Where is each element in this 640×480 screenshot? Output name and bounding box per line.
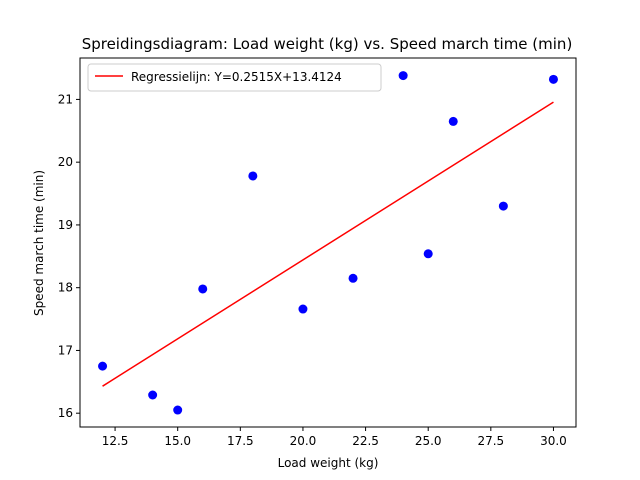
regression-layer (102, 101, 554, 387)
points-layer (98, 71, 558, 415)
chart-title: Spreidingsdiagram: Load weight (kg) vs. … (82, 35, 573, 53)
x-tick-label: 25.0 (415, 434, 442, 448)
x-tick-label: 22.5 (352, 434, 379, 448)
y-tick-label: 16 (58, 406, 73, 420)
legend-box (87, 63, 382, 92)
x-tick-label: 17.5 (227, 434, 254, 448)
plot-frame (79, 57, 577, 428)
data-point (248, 171, 258, 181)
data-point (198, 284, 208, 294)
data-point (173, 405, 183, 415)
data-point (148, 390, 158, 400)
y-axis-label: Speed march time (min) (32, 170, 46, 316)
data-point (398, 71, 408, 81)
y-tick-label: 21 (58, 92, 73, 106)
y-tick-label: 18 (58, 281, 73, 295)
regression-line (102, 101, 554, 387)
data-point (298, 304, 308, 314)
x-axis: 12.5 15.0 17.5 20.0 22.5 25.0 27.5 30.0 (102, 427, 567, 448)
data-point (448, 116, 458, 126)
y-axis: 16 17 18 19 20 21 (58, 92, 80, 420)
data-point (98, 361, 108, 371)
data-point (548, 74, 558, 84)
x-tick-label: 27.5 (477, 434, 504, 448)
data-point (498, 201, 508, 211)
y-tick-label: 17 (58, 343, 73, 357)
y-tick-label: 19 (58, 218, 73, 232)
legend-label-regression: Regressielijn: Y=0.2515X+13.4124 (131, 70, 342, 84)
legend: Regressielijn: Y=0.2515X+13.4124 (87, 63, 382, 92)
x-tick-label: 12.5 (102, 434, 129, 448)
data-point (348, 273, 358, 283)
x-tick-label: 15.0 (164, 434, 191, 448)
x-tick-label: 30.0 (540, 434, 567, 448)
y-tick-label: 20 (58, 155, 73, 169)
x-tick-label: 20.0 (290, 434, 317, 448)
data-point (423, 249, 433, 259)
plot-area (79, 57, 577, 428)
x-axis-label: Load weight (kg) (278, 456, 379, 470)
